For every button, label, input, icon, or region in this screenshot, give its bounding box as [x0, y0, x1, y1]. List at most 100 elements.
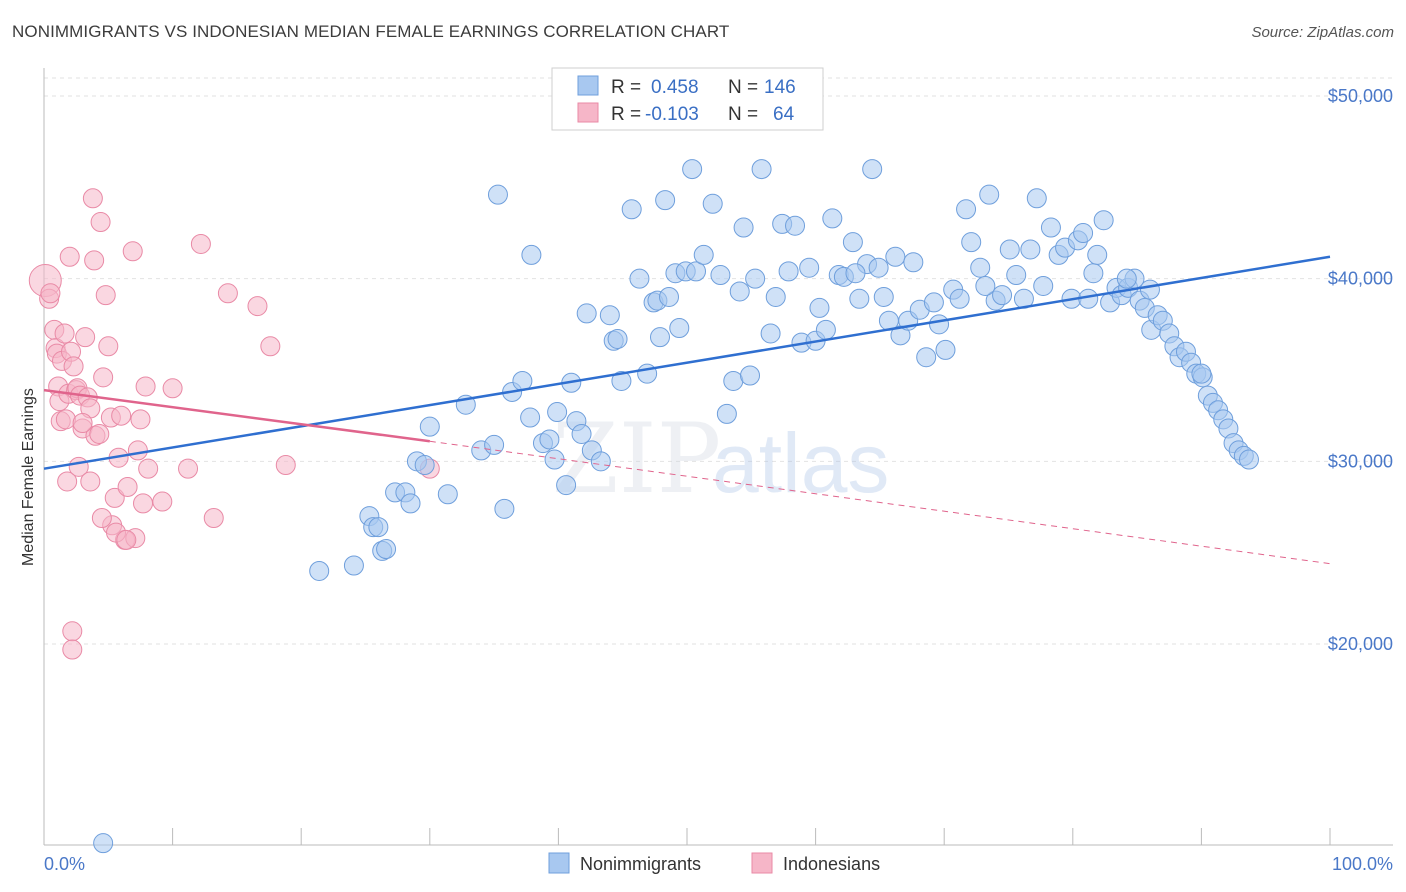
nonimmigrants-point: [1116, 268, 1137, 289]
indonesians-point: [75, 327, 96, 348]
legend-n-value-1: 146: [764, 77, 796, 98]
nonimmigrants-point: [309, 560, 330, 581]
nonimmigrants-point: [1093, 210, 1114, 231]
legend-n-label-2: N =: [728, 104, 758, 125]
y-tick-label: $20,000: [1328, 634, 1393, 654]
nonimmigrants-point: [765, 286, 786, 307]
nonimmigrants-point: [885, 246, 906, 267]
nonimmigrants-point: [1020, 239, 1041, 260]
nonimmigrants-point: [494, 498, 515, 519]
nonimmigrants-point: [923, 292, 944, 313]
bottom-legend-swatch-pink: [751, 852, 773, 874]
nonimmigrants-point: [745, 268, 766, 289]
nonimmigrants-point: [484, 434, 505, 455]
nonimmigrants-point: [368, 517, 389, 538]
y-tick-label: $30,000: [1328, 451, 1393, 471]
nonimmigrants-point: [649, 327, 670, 348]
indonesians-point: [93, 367, 114, 388]
nonimmigrants-point: [686, 261, 707, 282]
indonesians-point: [104, 487, 125, 508]
watermark-atlas: atlas: [712, 416, 889, 510]
legend-r-label-1: R =: [611, 77, 641, 98]
nonimmigrants-point: [1139, 279, 1160, 300]
nonimmigrants-point: [729, 281, 750, 302]
bottom-legend-label-2: Indonesians: [783, 854, 880, 874]
legend-swatch-pink: [577, 102, 599, 123]
nonimmigrants-point: [903, 252, 924, 273]
nonimmigrants-point: [702, 193, 723, 214]
nonimmigrants-point: [414, 455, 435, 476]
trend-lines: [43, 255, 1331, 565]
indonesians-point: [203, 507, 224, 528]
nonimmigrants-point: [723, 370, 744, 391]
y-axis-label: Median Female Earnings: [20, 388, 37, 566]
indonesians-point: [63, 356, 84, 377]
nonimmigrants-point: [760, 323, 781, 344]
nonimmigrants-point: [590, 451, 611, 472]
chart-source: Source: ZipAtlas.com: [1251, 24, 1394, 41]
nonimmigrants-point: [599, 305, 620, 326]
nonimmigrants-point: [576, 303, 597, 324]
nonimmigrants-point: [845, 263, 866, 284]
indonesians-point: [247, 296, 268, 317]
nonimmigrants-point: [376, 539, 397, 560]
legend-swatch-blue: [577, 75, 599, 96]
nonimmigrants-point: [956, 199, 977, 220]
nonimmigrants-point: [1238, 449, 1259, 470]
nonimmigrants-point: [815, 319, 836, 340]
nonimmigrants-point: [556, 475, 577, 496]
nonimmigrants-point: [1073, 223, 1094, 244]
indonesians-point: [62, 639, 83, 660]
nonimmigrants-point: [682, 159, 703, 180]
indonesians-point: [138, 458, 159, 479]
nonimmigrants-point: [740, 365, 761, 386]
indonesians-point: [84, 250, 105, 271]
nonimmigrants-point: [571, 423, 592, 444]
nonimmigrants-point: [992, 285, 1013, 306]
nonimmigrants-point: [437, 484, 458, 505]
series-indonesians: [28, 188, 440, 660]
axes: [43, 68, 1393, 846]
nonimmigrants-point: [916, 347, 937, 368]
nonimmigrants-point: [629, 268, 650, 289]
bottom-legend: Nonimmigrants Indonesians: [548, 852, 880, 874]
chart-title: NONIMMIGRANTS VS INDONESIAN MEDIAN FEMAL…: [12, 22, 730, 41]
indonesians-point: [260, 336, 281, 357]
legend-r-value-2: -0.103: [645, 104, 699, 125]
watermark: ZIP atlas: [552, 403, 889, 515]
indonesians-point: [162, 378, 183, 399]
nonimmigrants-point: [868, 257, 889, 278]
nonimmigrants-point: [693, 244, 714, 265]
nonimmigrants-point: [521, 244, 542, 265]
nonimmigrants-point: [716, 403, 737, 424]
bottom-legend-label-1: Nonimmigrants: [580, 854, 701, 874]
nonimmigrants-point: [979, 184, 1000, 205]
indonesians-point: [72, 413, 93, 434]
indonesians-point: [59, 246, 80, 267]
indonesians-point: [217, 283, 238, 304]
nonimmigrants-point: [419, 416, 440, 437]
indonesians-point: [122, 241, 143, 262]
indonesians-point: [152, 491, 173, 512]
nonimmigrants-point: [873, 286, 894, 307]
nonimmigrants-point: [999, 239, 1020, 260]
nonimmigrants-point: [655, 190, 676, 211]
nonimmigrants-point: [547, 402, 568, 423]
nonimmigrants-point: [611, 370, 632, 391]
y-tick-label: $40,000: [1328, 269, 1393, 289]
nonimmigrants-point: [539, 429, 560, 450]
bottom-legend-swatch-blue: [548, 852, 570, 874]
indonesians-point: [80, 471, 101, 492]
legend-r-label-2: R =: [611, 104, 641, 125]
indonesians-trend-extension: [429, 440, 1331, 565]
nonimmigrants-point: [1083, 263, 1104, 284]
x-tick-label-max: 100.0%: [1332, 854, 1393, 874]
nonimmigrants-point: [1191, 363, 1212, 384]
nonimmigrants-point: [961, 232, 982, 253]
legend-n-value-2: 64: [773, 104, 795, 125]
nonimmigrants-point: [929, 314, 950, 335]
nonimmigrants-point: [778, 261, 799, 282]
nonimmigrants-point: [710, 265, 731, 286]
nonimmigrants-point: [1026, 188, 1047, 209]
nonimmigrants-point: [1006, 265, 1027, 286]
